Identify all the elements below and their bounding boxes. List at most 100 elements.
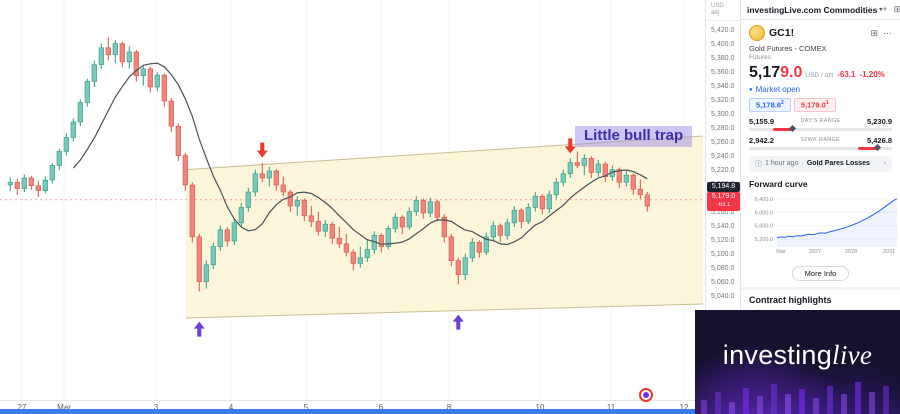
price-axis-label: 5,400.0	[711, 41, 735, 48]
candle-body	[406, 211, 412, 228]
fc-line	[776, 197, 898, 238]
price-tick: 9.0	[780, 64, 803, 81]
wk52-range-fill	[857, 146, 878, 150]
price-axis-adj-toggle[interactable]: adj	[711, 10, 720, 16]
candle-body	[56, 151, 62, 166]
add-icon[interactable]: +	[882, 4, 888, 14]
candle-body	[567, 162, 573, 175]
chevron-down-icon[interactable]: ▾	[879, 7, 883, 13]
candle-body	[490, 225, 496, 238]
candle-body	[623, 174, 629, 183]
candle-body	[392, 216, 398, 229]
candle-body	[322, 223, 328, 232]
sidebar-body: GC1! ⊞ ⋯ Gold Futures - COMEX Futures 5,…	[741, 20, 900, 369]
fc-x-label: 2027	[809, 249, 821, 255]
layout-icon[interactable]: ⊞	[870, 27, 878, 38]
candle-body	[301, 200, 307, 217]
news-time: 1 hour ago	[765, 160, 799, 167]
candle-body	[119, 43, 125, 63]
candle-body	[574, 162, 580, 166]
logo-chart-decoration	[701, 382, 889, 414]
fc-area	[777, 198, 897, 247]
bull-trap-annotation[interactable]: Little bull trap	[575, 126, 693, 147]
chart-pane[interactable]: Little bull trap USD adj 5,194.8 5,179.0…	[0, 0, 741, 414]
price-value: 5,17	[749, 64, 781, 81]
market-status: ● Market open	[749, 85, 892, 94]
sidebar-title[interactable]: investingLive.com Commodities	[747, 4, 878, 15]
ticker-row[interactable]: GC1! ⊞ ⋯	[749, 25, 892, 41]
candle-body	[7, 181, 13, 186]
time-axis-label: 12	[679, 403, 689, 412]
candle-body	[140, 68, 146, 77]
candle-body	[112, 43, 118, 56]
bull-arrow-icon	[452, 314, 464, 330]
time-axis-label: 4	[228, 403, 234, 412]
candle-body	[98, 47, 104, 65]
candle-body	[231, 222, 237, 242]
candle-body	[546, 194, 552, 210]
candle-body	[105, 47, 111, 56]
wk52-range-track	[749, 143, 892, 151]
candle-body	[413, 200, 419, 212]
candle-body	[91, 64, 97, 82]
time-axis-label: 11	[606, 403, 616, 412]
price-axis-label: 5,320.0	[711, 97, 735, 104]
candle-body	[42, 179, 48, 191]
candle-body	[63, 137, 69, 152]
candle-body	[553, 181, 559, 196]
price-axis-label: 5,100.0	[711, 251, 735, 258]
price-axis-label: 5,120.0	[711, 237, 735, 244]
news-title[interactable]: Gold Pares Losses	[806, 160, 870, 167]
candle-body	[238, 207, 244, 224]
candle-body	[427, 201, 433, 214]
candle-body	[630, 174, 636, 190]
fc-x-label: Mar	[776, 249, 786, 255]
candle-body	[154, 74, 160, 88]
candle-body	[581, 158, 587, 166]
fc-x-label: 2031	[883, 249, 895, 255]
candle-body	[182, 155, 188, 186]
bear-arrow-icon	[564, 138, 576, 154]
candle-body	[175, 125, 181, 156]
circular-badge-icon[interactable]	[639, 388, 653, 402]
candle-body	[252, 173, 258, 193]
candle-body	[147, 68, 153, 88]
last-price-value: 5,179.0	[711, 193, 736, 200]
investinglive-logo: investinglive	[695, 310, 900, 414]
sidebar-header[interactable]: investingLive.com Commodities ▾ + ⊞ ⋯	[741, 0, 900, 20]
candle-body	[357, 257, 363, 264]
days-range-high: 5,230.9	[866, 116, 892, 126]
price-chart-svg[interactable]	[0, 0, 705, 400]
time-axis-label: 8	[446, 403, 452, 412]
grid-icon[interactable]: ⊞	[893, 4, 900, 14]
wk52-range-label: 52WK RANGE	[800, 137, 841, 143]
ticker-more-icon[interactable]: ⋯	[883, 27, 892, 38]
candle-body	[49, 165, 55, 181]
badge-dot	[643, 392, 649, 398]
bid-chip[interactable]: 5,178.62	[749, 98, 791, 112]
fc-y-label: 6,000.0	[755, 210, 773, 216]
ask-size: 1	[825, 100, 829, 106]
symbol-label[interactable]: GC1!	[769, 27, 795, 39]
more-info-button[interactable]: More Info	[791, 265, 850, 281]
price-change-pct: -1.20%	[859, 70, 885, 79]
days-range-block: 5,155.9 DAY'S RANGE 5,230.9	[749, 116, 892, 132]
candle-body	[259, 173, 265, 179]
news-item[interactable]: ⓘ 1 hour ago · Gold Pares Losses ›	[749, 155, 892, 172]
price-axis[interactable]: USD adj 5,194.8 5,179.0 -63.1 5,420.0 5,4…	[705, 0, 740, 400]
logo-word-investing: investing	[722, 339, 833, 370]
candle-body	[343, 243, 349, 253]
ask-chip[interactable]: 5,179.01	[793, 98, 836, 112]
time-axis-label: 6	[378, 403, 384, 412]
candle-body	[203, 264, 209, 282]
time-axis-label: 3	[153, 403, 159, 412]
candle-body	[637, 188, 643, 196]
candle-body	[161, 74, 167, 102]
chevron-right-icon: ›	[883, 160, 886, 167]
candle-body	[133, 51, 139, 77]
bid-ask-row: 5,178.62 5,179.01	[749, 98, 892, 112]
price-axis-label: 5,220.0	[711, 167, 735, 174]
days-range-label: DAY'S RANGE	[800, 118, 841, 124]
candle-body	[280, 184, 286, 193]
candle-body	[189, 184, 195, 238]
